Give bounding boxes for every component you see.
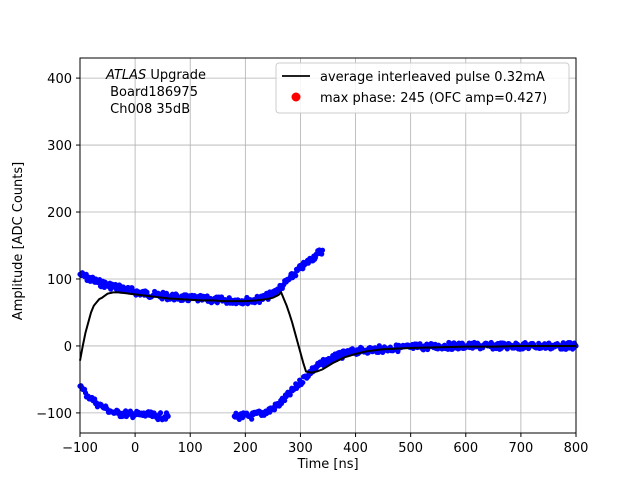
plot-frame	[79, 57, 577, 434]
sample-point	[282, 397, 288, 404]
blue-sample-series-2	[77, 247, 326, 307]
axes: −100 0 100 200 300 400 500 600 700 800 −100 0 100 200…	[36, 57, 589, 456]
x-tick-label: 500	[398, 441, 423, 456]
sample-point	[92, 396, 98, 402]
legend-label-average-pulse: average interleaved pulse 0.32mA	[320, 70, 545, 85]
x-tick-label: −100	[62, 441, 98, 456]
sample-point	[249, 416, 255, 422]
atlas-italic-label: ATLAS	[105, 68, 146, 83]
x-tick-label: 600	[453, 441, 478, 456]
x-tick-label: 400	[343, 441, 368, 456]
legend: average interleaved pulse 0.32mA max pha…	[275, 62, 570, 114]
legend-box	[275, 62, 570, 114]
sample-point	[293, 273, 299, 279]
upgrade-label: Upgrade	[146, 68, 206, 83]
sample-point	[165, 413, 171, 419]
x-axis-label: Time [ns]	[296, 457, 358, 472]
legend-label-max-phase: max phase: 245 (OFC amp=0.427)	[320, 91, 547, 106]
x-tick-label: 100	[178, 441, 203, 456]
atlas-annotation-line3: Ch008 35dB	[106, 102, 190, 117]
sample-point	[319, 247, 326, 253]
y-tick-label: 300	[47, 139, 72, 154]
y-tick-label: 200	[47, 206, 72, 221]
average-pulse-line	[79, 290, 576, 374]
x-tick-label: 0	[131, 441, 139, 456]
atlas-annotation-line1: ATLAS Upgrade	[105, 68, 206, 83]
y-tick-label: 100	[47, 273, 72, 288]
sample-point	[157, 410, 164, 416]
data-series	[77, 247, 579, 423]
blue-sample-series-4	[231, 339, 579, 423]
x-tick-label: 800	[564, 441, 589, 456]
y-tick-label: 400	[47, 72, 72, 87]
x-tick-label: 300	[288, 441, 313, 456]
blue-sample-series-3	[77, 383, 171, 423]
y-tick-label: −100	[36, 407, 72, 422]
legend-marker-swatch	[291, 92, 301, 102]
y-axis-label: Amplitude [ADC Counts]	[11, 162, 26, 320]
x-tick-label: 700	[508, 441, 533, 456]
atlas-annotation-line2: Board186975	[106, 85, 198, 100]
x-tick-label: 200	[233, 441, 258, 456]
sample-point	[300, 379, 306, 386]
y-tick-label: 0	[64, 340, 72, 355]
